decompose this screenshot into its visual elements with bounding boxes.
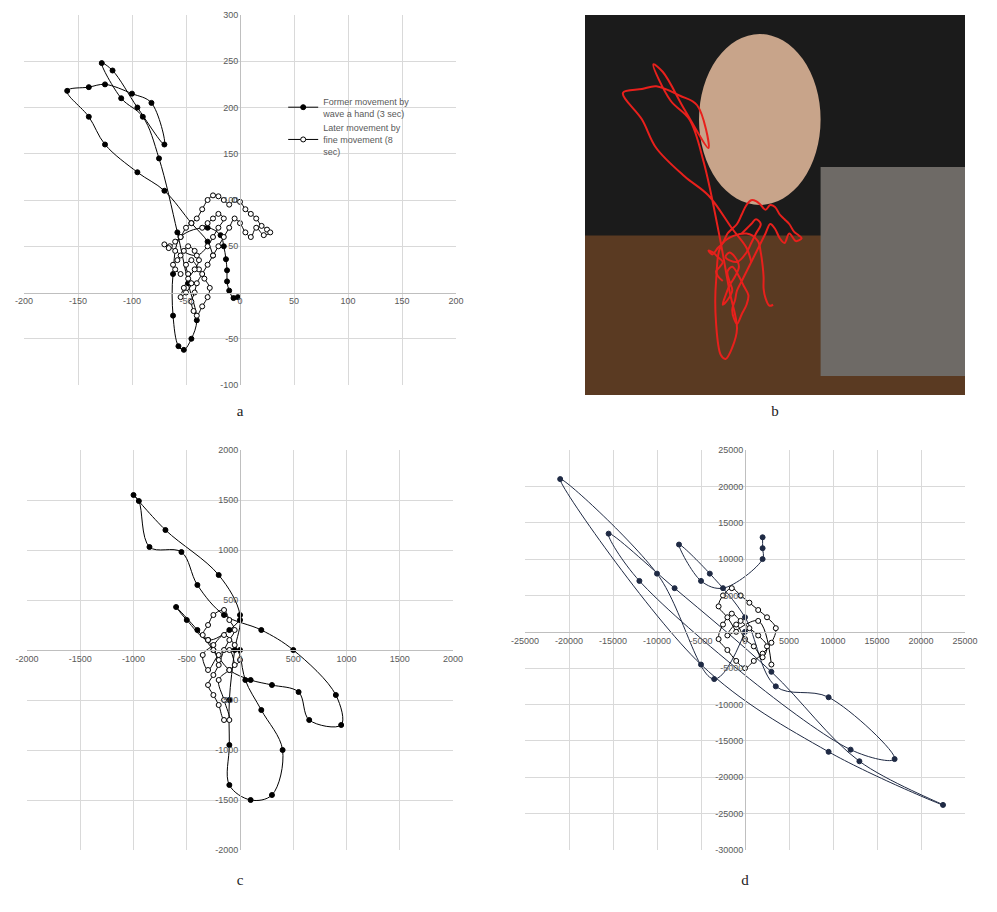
svg-text:-1500: -1500 <box>215 795 238 805</box>
html-text:c: c <box>236 872 244 888</box>
svg-text:150: 150 <box>223 149 238 159</box>
svg-text:-15000: -15000 <box>715 736 743 746</box>
svg-text:25000: 25000 <box>952 636 977 646</box>
svg-text:100: 100 <box>223 195 238 205</box>
svg-text:50: 50 <box>228 241 238 251</box>
svg-text:15000: 15000 <box>718 518 743 528</box>
svg-text:0: 0 <box>237 296 242 306</box>
svg-text:-500: -500 <box>178 654 196 664</box>
svg-text:300: 300 <box>223 10 238 20</box>
svg-text:15000: 15000 <box>864 636 889 646</box>
svg-text:25000: 25000 <box>718 445 743 455</box>
svg-text:-1500: -1500 <box>69 654 92 664</box>
svg-text:-200: -200 <box>15 296 33 306</box>
svg-text:-150: -150 <box>69 296 87 306</box>
svg-text:1000: 1000 <box>218 545 238 555</box>
svg-text:2000: 2000 <box>443 654 463 664</box>
svg-text:-500: -500 <box>220 695 238 705</box>
svg-text:Later movement byfine movement: Later movement byfine movement (8sec) <box>323 123 401 156</box>
svg-text:500: 500 <box>223 595 238 605</box>
svg-text:5000: 5000 <box>723 591 743 601</box>
svg-text:0: 0 <box>237 654 242 664</box>
html-text:b: b <box>771 403 779 419</box>
svg-text:10000: 10000 <box>820 636 845 646</box>
svg-text:-1000: -1000 <box>122 654 145 664</box>
svg-text:1500: 1500 <box>218 495 238 505</box>
svg-text:100: 100 <box>340 296 355 306</box>
svg-text:-5000: -5000 <box>720 663 743 673</box>
svg-text:50: 50 <box>289 296 299 306</box>
svg-text:-25000: -25000 <box>511 636 539 646</box>
html-text:a: a <box>236 403 244 419</box>
svg-text:500: 500 <box>286 654 301 664</box>
svg-text:200: 200 <box>448 296 463 306</box>
svg-text:0: 0 <box>742 636 747 646</box>
svg-text:2000: 2000 <box>218 445 238 455</box>
svg-text:250: 250 <box>223 56 238 66</box>
svg-text:-20000: -20000 <box>555 636 583 646</box>
svg-text:-100: -100 <box>220 380 238 390</box>
svg-text:Former movement bywave a hand: Former movement bywave a hand (3 sec) <box>322 97 409 119</box>
svg-text:-1000: -1000 <box>215 745 238 755</box>
svg-text:-10000: -10000 <box>643 636 671 646</box>
html-text:d: d <box>741 872 749 888</box>
svg-text:-50: -50 <box>179 296 192 306</box>
svg-text:-30000: -30000 <box>715 845 743 855</box>
svg-text:-10000: -10000 <box>715 700 743 710</box>
svg-text:5000: 5000 <box>779 636 799 646</box>
svg-text:-15000: -15000 <box>599 636 627 646</box>
svg-text:-20000: -20000 <box>715 772 743 782</box>
svg-text:-5000: -5000 <box>689 636 712 646</box>
svg-text:10000: 10000 <box>718 554 743 564</box>
svg-text:150: 150 <box>394 296 409 306</box>
svg-text:20000: 20000 <box>718 482 743 492</box>
svg-text:-50: -50 <box>225 334 238 344</box>
svg-text:1500: 1500 <box>390 654 410 664</box>
svg-text:20000: 20000 <box>908 636 933 646</box>
svg-text:-2000: -2000 <box>215 845 238 855</box>
svg-text:-100: -100 <box>123 296 141 306</box>
svg-text:1000: 1000 <box>336 654 356 664</box>
svg-text:-2000: -2000 <box>15 654 38 664</box>
svg-text:200: 200 <box>223 103 238 113</box>
svg-text:-25000: -25000 <box>715 809 743 819</box>
